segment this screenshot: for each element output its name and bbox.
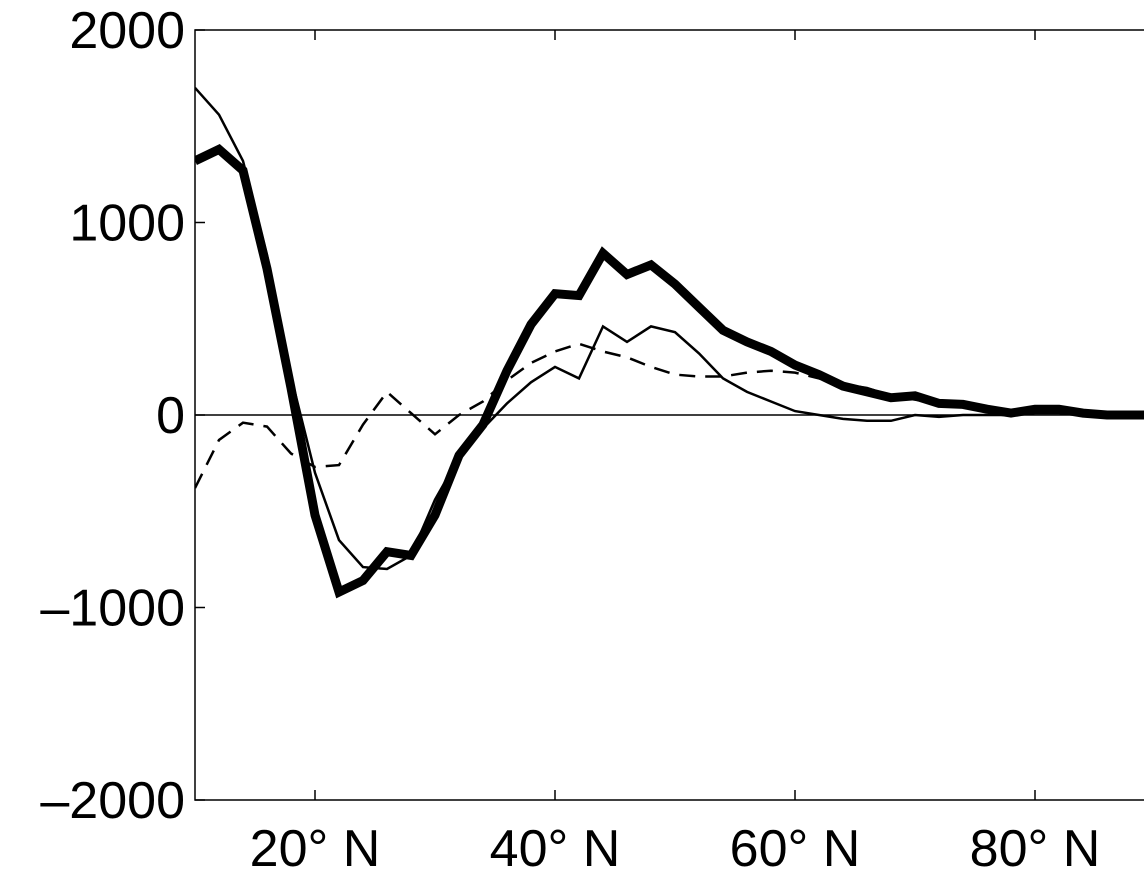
tick-labels: 20° N 40° N 60° N 80° N 2000 1000 0 –1000 –2000	[40, 2, 1100, 874]
axis-ticks	[195, 29, 1036, 801]
series-group	[195, 86, 1144, 599]
y-tick-label: 1000	[69, 195, 185, 253]
series-line-thick	[195, 144, 1144, 599]
x-tick-label: 20° N	[250, 820, 381, 874]
x-tick-label: 60° N	[730, 820, 861, 874]
y-tick-label: 0	[156, 387, 185, 445]
y-tick-label: 2000	[69, 2, 185, 60]
x-tick-label: 40° N	[490, 820, 621, 874]
y-tick-label: –1000	[40, 580, 185, 638]
y-tick-label: –2000	[40, 772, 185, 830]
x-tick-label: 80° N	[970, 820, 1101, 874]
